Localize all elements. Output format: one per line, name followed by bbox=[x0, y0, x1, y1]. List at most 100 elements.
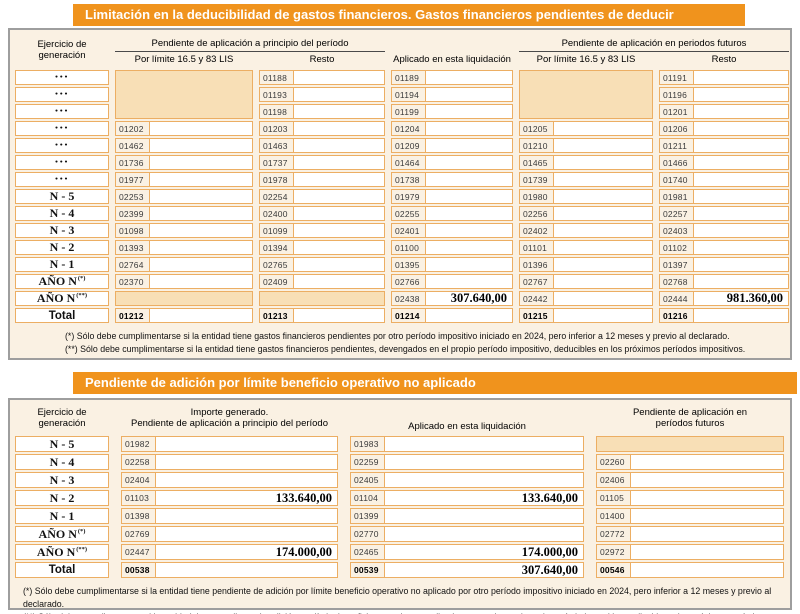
field-input[interactable] bbox=[293, 258, 384, 271]
row-label: ... bbox=[15, 99, 109, 119]
field-input[interactable] bbox=[553, 190, 652, 203]
field-input[interactable] bbox=[693, 224, 788, 237]
field-input[interactable] bbox=[425, 241, 512, 254]
field-input[interactable] bbox=[553, 139, 652, 152]
field-input[interactable]: 174.000,00 bbox=[155, 545, 337, 559]
field-input[interactable] bbox=[384, 527, 583, 541]
field-input[interactable] bbox=[693, 207, 788, 220]
field-input[interactable] bbox=[553, 275, 652, 288]
field-input[interactable] bbox=[693, 156, 788, 169]
field-input[interactable] bbox=[384, 509, 583, 523]
field-input[interactable] bbox=[293, 139, 384, 152]
field-input[interactable] bbox=[553, 173, 652, 186]
table2-header: Ejercicio de generación Importe generado… bbox=[15, 403, 785, 433]
field-input[interactable] bbox=[149, 224, 252, 237]
field-input[interactable] bbox=[630, 545, 783, 559]
field-input[interactable] bbox=[425, 88, 512, 101]
field-input[interactable] bbox=[425, 71, 512, 84]
field-input[interactable] bbox=[630, 563, 783, 577]
field-input[interactable] bbox=[149, 156, 252, 169]
field-input[interactable] bbox=[693, 122, 788, 135]
field-input[interactable] bbox=[425, 309, 512, 322]
field-input[interactable] bbox=[155, 509, 337, 523]
field-value: 174.000,00 bbox=[275, 544, 332, 559]
field-input[interactable] bbox=[630, 491, 783, 505]
field-input[interactable] bbox=[149, 275, 252, 288]
field-input[interactable] bbox=[630, 473, 783, 487]
field-input[interactable] bbox=[553, 224, 652, 237]
field-input[interactable] bbox=[149, 207, 252, 220]
field-input[interactable] bbox=[693, 139, 788, 152]
field-input[interactable] bbox=[293, 309, 384, 322]
field-input[interactable] bbox=[293, 190, 384, 203]
field-input[interactable] bbox=[693, 258, 788, 271]
field-input[interactable] bbox=[149, 309, 252, 322]
field-cell: 01463 bbox=[259, 138, 385, 153]
field-input[interactable] bbox=[293, 275, 384, 288]
field-input[interactable] bbox=[155, 473, 337, 487]
field-input[interactable] bbox=[425, 224, 512, 237]
field-input[interactable] bbox=[149, 190, 252, 203]
field-input[interactable] bbox=[149, 258, 252, 271]
field-input[interactable] bbox=[553, 309, 652, 322]
field-input[interactable] bbox=[293, 173, 384, 186]
field-input[interactable]: 307.640,00 bbox=[425, 291, 512, 305]
field-input[interactable] bbox=[425, 207, 512, 220]
field-input[interactable] bbox=[293, 71, 384, 84]
field-cell: 01204 bbox=[391, 121, 513, 136]
field-input[interactable]: 133.640,00 bbox=[155, 491, 337, 505]
field-input[interactable] bbox=[553, 241, 652, 254]
field-input[interactable] bbox=[630, 509, 783, 523]
field-input[interactable] bbox=[425, 190, 512, 203]
field-input[interactable] bbox=[384, 473, 583, 487]
field-input[interactable] bbox=[553, 258, 652, 271]
field-code: 02401 bbox=[395, 226, 420, 236]
field-input[interactable] bbox=[149, 139, 252, 152]
field-input[interactable] bbox=[293, 241, 384, 254]
field-input[interactable] bbox=[425, 122, 512, 135]
field-input[interactable] bbox=[553, 156, 652, 169]
field-input[interactable] bbox=[149, 241, 252, 254]
field-input[interactable] bbox=[425, 173, 512, 186]
field-input[interactable] bbox=[693, 71, 788, 84]
field-input[interactable] bbox=[149, 122, 252, 135]
field-input[interactable] bbox=[693, 105, 788, 118]
field-input[interactable]: 174.000,00 bbox=[384, 545, 583, 559]
field-input[interactable]: 133.640,00 bbox=[384, 491, 583, 505]
field-input[interactable] bbox=[149, 173, 252, 186]
field-input[interactable] bbox=[293, 88, 384, 101]
field-input[interactable] bbox=[293, 122, 384, 135]
field-input[interactable] bbox=[693, 88, 788, 101]
field-input[interactable] bbox=[693, 275, 788, 288]
field-input[interactable] bbox=[384, 455, 583, 469]
field-input[interactable] bbox=[630, 527, 783, 541]
field-code: 01202 bbox=[119, 124, 144, 134]
field-input[interactable] bbox=[693, 190, 788, 203]
field-input[interactable] bbox=[553, 207, 652, 220]
row-label-text: ... bbox=[54, 65, 70, 81]
field-input[interactable] bbox=[155, 527, 337, 541]
field-input[interactable] bbox=[155, 455, 337, 469]
field-input[interactable] bbox=[155, 563, 337, 577]
field-input[interactable] bbox=[425, 258, 512, 271]
field-input[interactable] bbox=[155, 437, 337, 451]
field-code: 00539 bbox=[354, 565, 379, 575]
field-input[interactable] bbox=[425, 105, 512, 118]
field-input[interactable] bbox=[293, 156, 384, 169]
field-input[interactable] bbox=[293, 207, 384, 220]
field-input[interactable] bbox=[425, 139, 512, 152]
field-input[interactable] bbox=[425, 275, 512, 288]
field-input[interactable] bbox=[630, 455, 783, 469]
field-input[interactable] bbox=[384, 437, 583, 451]
field-input[interactable]: 307.640,00 bbox=[384, 563, 583, 577]
field-input[interactable] bbox=[553, 122, 652, 135]
field-input[interactable] bbox=[693, 309, 788, 322]
table2-footnotes: (*) Sólo debe cumplimentarse si la entid… bbox=[23, 585, 785, 614]
field-input[interactable] bbox=[693, 241, 788, 254]
field-input[interactable] bbox=[293, 224, 384, 237]
field-input[interactable] bbox=[293, 105, 384, 118]
field-input[interactable]: 981.360,00 bbox=[693, 291, 788, 305]
field-input[interactable] bbox=[553, 292, 652, 305]
field-input[interactable] bbox=[693, 173, 788, 186]
field-input[interactable] bbox=[425, 156, 512, 169]
